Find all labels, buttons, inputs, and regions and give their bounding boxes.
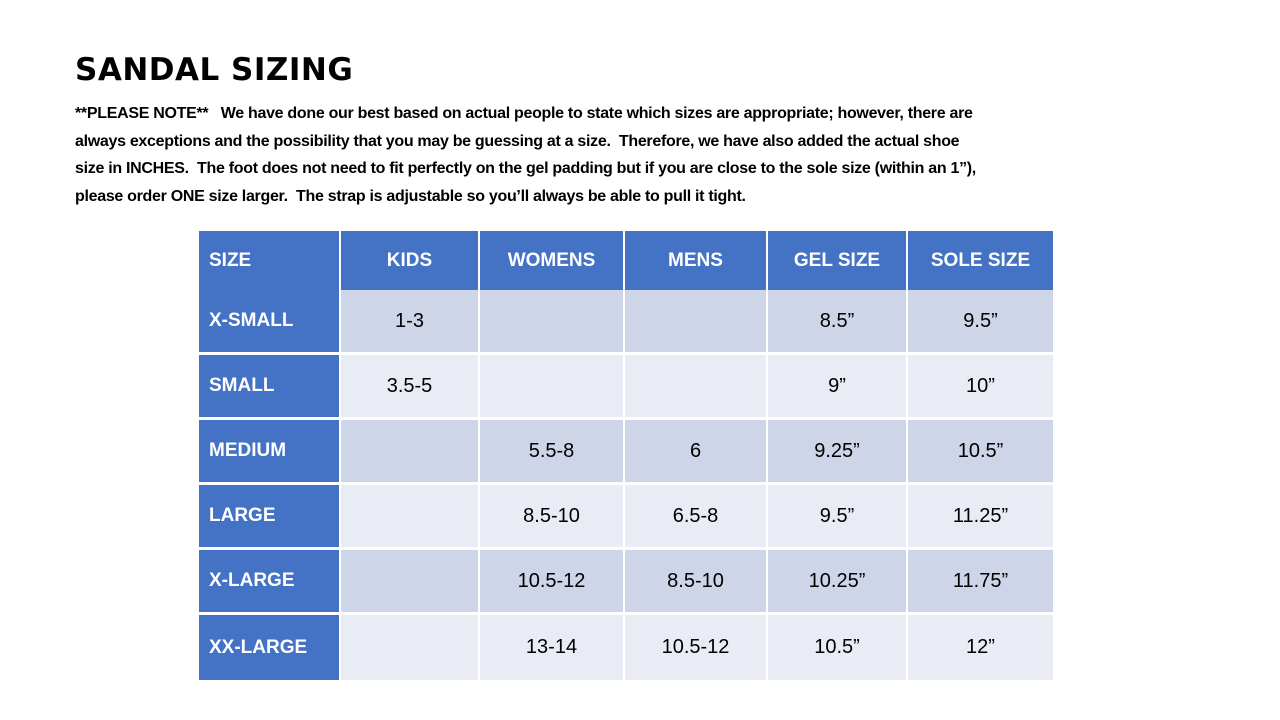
cell-x-small-womens — [480, 290, 625, 355]
row-label-large: LARGE — [199, 485, 341, 550]
row-label-x-large: X-LARGE — [199, 550, 341, 615]
cell-large-sole-size: 11.25” — [908, 485, 1053, 550]
cell-large-kids — [341, 485, 480, 550]
cell-x-small-gel-size: 8.5” — [768, 290, 908, 355]
note-line-4: please order ONE size larger. The strap … — [75, 187, 746, 205]
cell-medium-gel-size: 9.25” — [768, 420, 908, 485]
cell-x-small-mens — [625, 290, 768, 355]
table-row-large: LARGE 8.5-10 6.5-8 9.5” 11.25” — [199, 485, 1053, 550]
cell-small-gel-size: 9” — [768, 355, 908, 420]
sizing-table: SIZE KIDS WOMENS MENS GEL SIZE SOLE SIZE… — [199, 231, 1053, 680]
cell-large-gel-size: 9.5” — [768, 485, 908, 550]
cell-x-large-kids — [341, 550, 480, 615]
column-header-kids: KIDS — [341, 231, 480, 290]
cell-x-large-sole-size: 11.75” — [908, 550, 1053, 615]
cell-xx-large-womens: 13-14 — [480, 615, 625, 680]
table-row-medium: MEDIUM 5.5-8 6 9.25” 10.5” — [199, 420, 1053, 485]
row-label-x-small: X-SMALL — [199, 290, 341, 355]
note-line-2: always exceptions and the possibility th… — [75, 132, 960, 150]
table-row-x-small: X-SMALL 1-3 8.5” 9.5” — [199, 290, 1053, 355]
cell-small-mens — [625, 355, 768, 420]
cell-x-large-mens: 8.5-10 — [625, 550, 768, 615]
column-header-mens: MENS — [625, 231, 768, 290]
row-label-medium: MEDIUM — [199, 420, 341, 485]
note-paragraph: **PLEASE NOTE** We have done our best ba… — [75, 100, 1195, 210]
column-header-size: SIZE — [199, 231, 341, 290]
header-row: SIZE KIDS WOMENS MENS GEL SIZE SOLE SIZE — [199, 231, 1053, 290]
sizing-table-container: SIZE KIDS WOMENS MENS GEL SIZE SOLE SIZE… — [199, 231, 1053, 680]
page-title: SANDAL SIZING — [75, 52, 354, 88]
row-label-xx-large: XX-LARGE — [199, 615, 341, 680]
cell-x-large-womens: 10.5-12 — [480, 550, 625, 615]
table-row-small: SMALL 3.5-5 9” 10” — [199, 355, 1053, 420]
cell-medium-womens: 5.5-8 — [480, 420, 625, 485]
cell-small-kids: 3.5-5 — [341, 355, 480, 420]
cell-medium-kids — [341, 420, 480, 485]
note-line-1: **PLEASE NOTE** We have done our best ba… — [75, 105, 973, 122]
table-row-x-large: X-LARGE 10.5-12 8.5-10 10.25” 11.75” — [199, 550, 1053, 615]
row-label-small: SMALL — [199, 355, 341, 420]
cell-xx-large-gel-size: 10.5” — [768, 615, 908, 680]
cell-medium-mens: 6 — [625, 420, 768, 485]
cell-x-large-gel-size: 10.25” — [768, 550, 908, 615]
cell-large-mens: 6.5-8 — [625, 485, 768, 550]
cell-small-sole-size: 10” — [908, 355, 1053, 420]
cell-small-womens — [480, 355, 625, 420]
note-line-3: size in INCHES. The foot does not need t… — [75, 160, 976, 177]
column-header-sole-size: SOLE SIZE — [908, 231, 1053, 290]
cell-large-womens: 8.5-10 — [480, 485, 625, 550]
cell-x-small-kids: 1-3 — [341, 290, 480, 355]
cell-medium-sole-size: 10.5” — [908, 420, 1053, 485]
cell-xx-large-mens: 10.5-12 — [625, 615, 768, 680]
cell-xx-large-sole-size: 12” — [908, 615, 1053, 680]
column-header-gel-size: GEL SIZE — [768, 231, 908, 290]
column-header-womens: WOMENS — [480, 231, 625, 290]
table-row-xx-large: XX-LARGE 13-14 10.5-12 10.5” 12” — [199, 615, 1053, 680]
cell-xx-large-kids — [341, 615, 480, 680]
cell-x-small-sole-size: 9.5” — [908, 290, 1053, 355]
